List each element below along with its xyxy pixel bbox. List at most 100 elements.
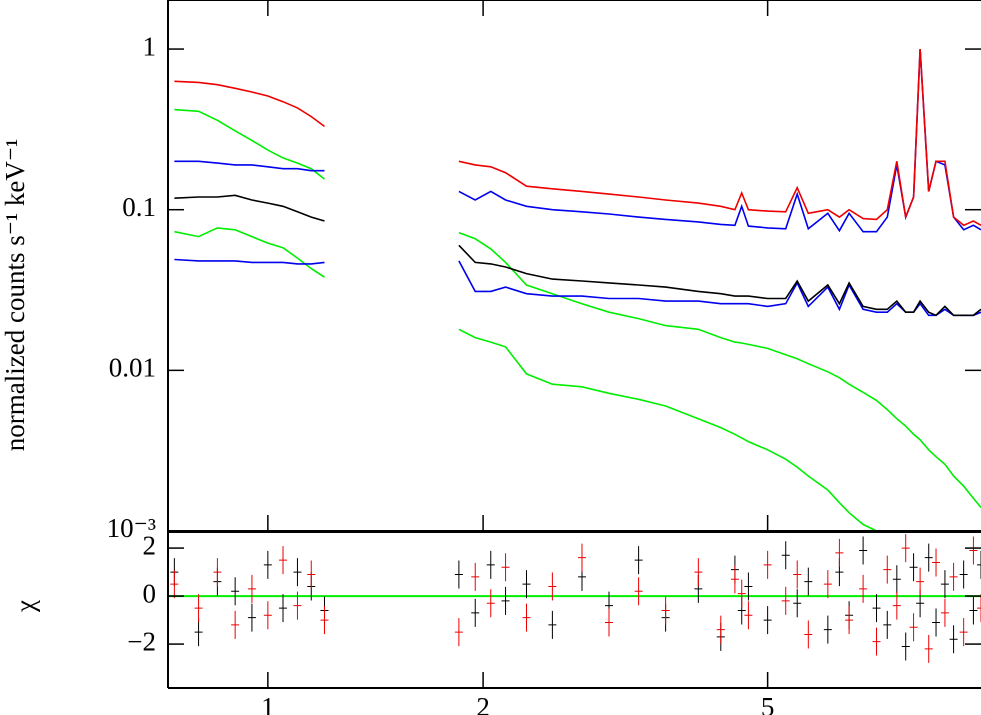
residual-point bbox=[694, 558, 703, 587]
residual-point bbox=[949, 625, 958, 654]
residual-point bbox=[823, 615, 832, 644]
residual-point bbox=[194, 594, 203, 623]
residual-point bbox=[932, 608, 941, 637]
residual-point bbox=[320, 606, 329, 635]
residual-point bbox=[548, 572, 557, 601]
residual-point bbox=[909, 613, 918, 642]
residual-point bbox=[231, 577, 240, 606]
model-line bbox=[174, 258, 981, 317]
residual-point bbox=[605, 608, 614, 637]
residual-point bbox=[247, 574, 256, 603]
residual-point bbox=[901, 632, 910, 661]
residual-point bbox=[892, 591, 901, 620]
residual-point bbox=[883, 555, 892, 584]
residual-point bbox=[454, 618, 463, 647]
residual-point bbox=[977, 550, 981, 579]
residual-point bbox=[859, 574, 868, 603]
residual-point bbox=[737, 579, 746, 608]
residual-point bbox=[661, 596, 670, 625]
residual-point bbox=[471, 598, 480, 627]
residual-point bbox=[730, 565, 739, 594]
residual-point bbox=[924, 634, 933, 663]
residual-point bbox=[859, 536, 868, 565]
residual-point bbox=[872, 594, 881, 623]
y-tick-label: 0.1 bbox=[122, 192, 156, 222]
spectrum-panel: 10⁻³ 0.01 0.1 1 bbox=[107, 0, 981, 543]
residual-point bbox=[804, 620, 813, 649]
residual-point bbox=[471, 562, 480, 591]
residual-point bbox=[793, 560, 802, 589]
x-tick-label: 1 bbox=[261, 692, 275, 715]
residual-point bbox=[486, 550, 495, 579]
model-line bbox=[174, 108, 981, 509]
residual-point bbox=[501, 586, 510, 615]
residual-point bbox=[454, 560, 463, 589]
y-tick-label: 1 bbox=[143, 31, 157, 61]
y-axis-label: normalized counts s⁻¹ keV⁻¹ bbox=[0, 139, 30, 451]
model-line bbox=[174, 49, 981, 227]
model-line bbox=[174, 194, 981, 317]
residual-point bbox=[170, 570, 179, 599]
residual-point bbox=[293, 558, 302, 587]
residual-point bbox=[231, 610, 240, 639]
residual-point bbox=[909, 553, 918, 582]
residual-point bbox=[916, 567, 925, 596]
residual-point bbox=[883, 610, 892, 639]
y-tick-label: −2 bbox=[127, 626, 156, 656]
y-axis-label: χ bbox=[10, 600, 40, 613]
panel-frame bbox=[167, 0, 981, 532]
residual-point bbox=[522, 603, 531, 632]
residual-point bbox=[213, 558, 222, 587]
residual-point bbox=[932, 548, 941, 577]
residual-point bbox=[892, 565, 901, 594]
residual-point bbox=[924, 543, 933, 572]
residual-point bbox=[577, 543, 586, 572]
residual-point bbox=[501, 553, 510, 582]
residual-point bbox=[969, 536, 978, 565]
residual-point bbox=[781, 541, 790, 570]
residual-point bbox=[486, 589, 495, 618]
plot-area bbox=[168, 534, 981, 663]
residual-point bbox=[804, 567, 813, 596]
residual-point bbox=[307, 560, 316, 589]
residual-point bbox=[744, 572, 753, 601]
residual-point bbox=[279, 594, 288, 623]
residual-point bbox=[781, 586, 790, 615]
residual-point bbox=[634, 577, 643, 606]
y-tick-label: 0.01 bbox=[109, 353, 156, 383]
residual-point bbox=[744, 601, 753, 630]
residual-point bbox=[522, 570, 531, 599]
residual-point bbox=[263, 550, 272, 579]
x-tick-label: 2 bbox=[476, 692, 490, 715]
panel-frame bbox=[167, 531, 981, 689]
residual-point bbox=[763, 606, 772, 635]
residual-point bbox=[194, 618, 203, 647]
model-line bbox=[174, 49, 981, 233]
y-tick-label: 10⁻³ bbox=[107, 513, 156, 543]
residual-point bbox=[949, 562, 958, 591]
residual-point bbox=[940, 570, 949, 599]
x-tick-label: 5 bbox=[761, 692, 775, 715]
plot-area bbox=[174, 49, 981, 531]
residual-point bbox=[548, 610, 557, 639]
residual-point bbox=[835, 538, 844, 567]
residual-point bbox=[969, 596, 978, 625]
residual-point bbox=[716, 615, 725, 644]
residual-point bbox=[293, 591, 302, 620]
residual-point bbox=[872, 627, 881, 656]
residual-point bbox=[959, 560, 968, 589]
y-tick-label: 2 bbox=[143, 530, 157, 560]
y-tick-label: 0 bbox=[143, 578, 157, 608]
residual-point bbox=[901, 534, 910, 563]
residual-point bbox=[823, 570, 832, 599]
residual-point bbox=[634, 546, 643, 575]
residual-point bbox=[845, 606, 854, 635]
residual-point bbox=[279, 546, 288, 575]
residual-point bbox=[263, 601, 272, 630]
residual-point bbox=[793, 589, 802, 618]
residual-point bbox=[959, 618, 968, 647]
residual-panel: −2 0 2 1 2 5 bbox=[127, 530, 981, 715]
residual-point bbox=[763, 550, 772, 579]
